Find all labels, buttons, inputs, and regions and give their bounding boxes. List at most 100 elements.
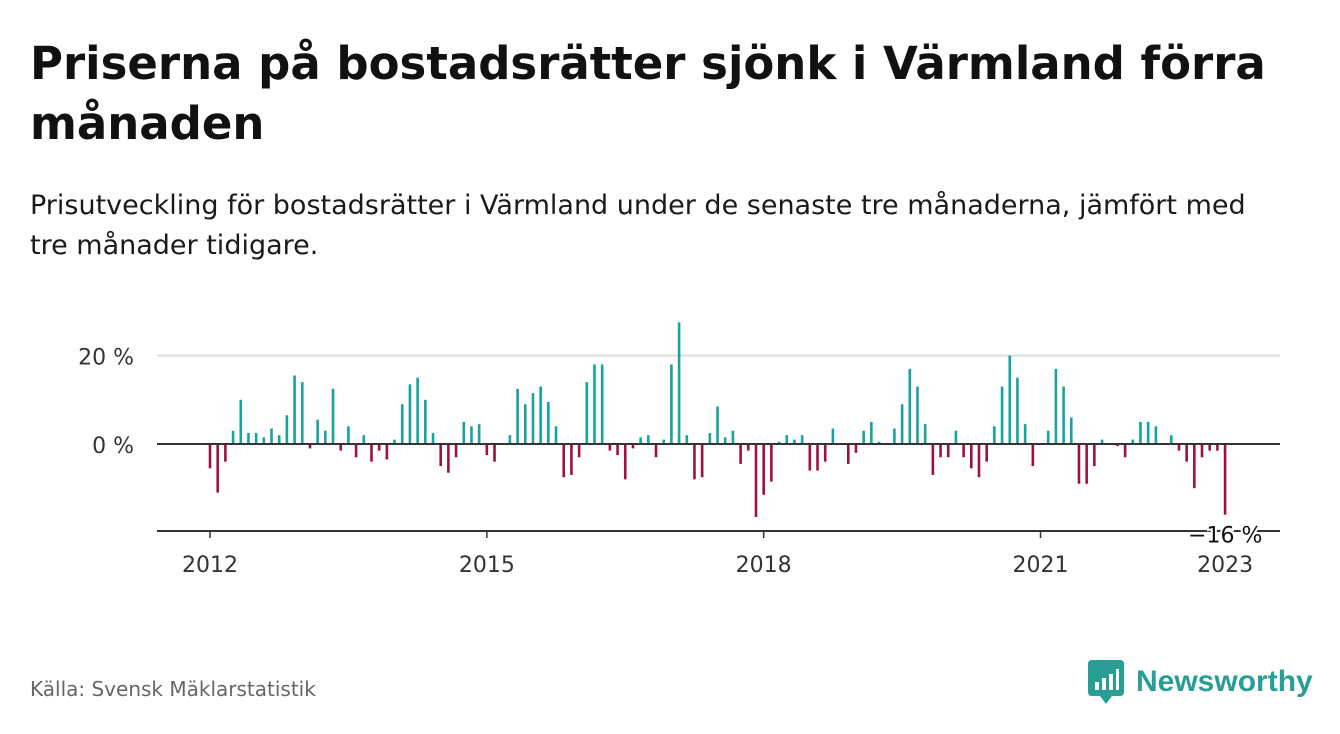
bar [670, 364, 673, 444]
bar [685, 435, 689, 444]
bar [893, 428, 896, 444]
bar [531, 393, 535, 444]
bar [693, 444, 696, 480]
bar [747, 444, 750, 451]
bar [247, 432, 250, 444]
bar [1062, 386, 1065, 444]
newsworthy-brand[interactable]: Newsworthy [1088, 660, 1313, 704]
bar [677, 322, 681, 444]
bar [347, 426, 350, 444]
bar [593, 364, 596, 444]
brand-name: Newsworthy [1136, 665, 1313, 698]
bar [916, 386, 919, 444]
bar [631, 444, 635, 449]
bar [585, 382, 589, 444]
bar [954, 430, 958, 444]
bar [1008, 355, 1012, 444]
bar [400, 404, 404, 444]
bar [1131, 439, 1135, 444]
bar [1069, 417, 1073, 444]
bar [431, 432, 435, 444]
bar [862, 430, 865, 444]
bar [808, 444, 812, 471]
bar [754, 444, 758, 517]
bar [254, 432, 258, 444]
bar [877, 441, 881, 444]
bar [554, 426, 558, 444]
bar [393, 439, 396, 444]
x-tick-label: 2018 [736, 553, 792, 578]
bar [900, 404, 904, 444]
bar [231, 430, 235, 444]
bar [285, 415, 289, 444]
axis-layer: 0 % 20 % 2012 2015 2018 2021 2023 −16 % [78, 346, 1280, 578]
bar [608, 444, 612, 451]
bar [385, 444, 389, 460]
bar [324, 430, 327, 444]
bar [1177, 444, 1181, 451]
bar [1185, 444, 1188, 462]
bar [208, 444, 212, 469]
bar [1016, 377, 1019, 444]
bar [454, 444, 458, 458]
bar [854, 444, 858, 453]
bar [923, 424, 927, 444]
chart-subtitle: Prisutveckling för bostadsrätter i Värml… [30, 190, 1246, 261]
bar [770, 444, 773, 482]
bar [439, 444, 442, 467]
bar [1216, 444, 1219, 451]
chart-title: Priserna på bostadsrätter sjönk i Värmla… [30, 37, 1266, 150]
bar [1154, 426, 1158, 444]
bar [1023, 424, 1027, 444]
bar [623, 444, 627, 480]
bar [1223, 444, 1227, 515]
bar [762, 444, 765, 495]
bar [1077, 444, 1081, 484]
bar [931, 444, 935, 475]
bar [370, 444, 373, 462]
y-tick-label: 20 % [78, 346, 134, 371]
bar [816, 444, 819, 471]
bar [493, 444, 496, 462]
bar [1169, 435, 1173, 444]
bar [647, 435, 650, 444]
bar [1031, 444, 1035, 467]
bar [662, 439, 666, 444]
bar [639, 437, 642, 444]
bar [1100, 439, 1104, 444]
y-tick-label: 0 % [92, 434, 134, 459]
x-tick-label: 2015 [459, 553, 515, 578]
last-value-annotation: −16 % [1188, 524, 1262, 549]
bar [731, 430, 735, 444]
bar [1046, 430, 1050, 444]
bar-chart-logo-icon [1088, 660, 1124, 704]
bar [831, 428, 835, 444]
bar [516, 388, 519, 444]
bar [1146, 421, 1150, 444]
bars-layer [208, 322, 1227, 517]
bar [716, 406, 719, 444]
bar [946, 444, 950, 458]
bar [470, 426, 473, 444]
bar [616, 444, 619, 456]
bar [985, 444, 988, 462]
bar [723, 437, 727, 444]
bar [447, 444, 450, 473]
bar [846, 444, 850, 464]
bar [462, 421, 466, 444]
bar [216, 444, 219, 493]
bar [700, 444, 704, 478]
source-note: Källa: Svensk Mäklarstatistik [30, 677, 316, 701]
bar [354, 444, 358, 458]
x-tick-label: 2021 [1013, 553, 1069, 578]
bar [1000, 386, 1004, 444]
bar [577, 444, 581, 458]
bar [547, 402, 550, 444]
bar [708, 432, 712, 444]
bar [316, 419, 319, 444]
bar [485, 444, 489, 456]
bar [823, 444, 827, 462]
bar [939, 444, 942, 458]
bar [1208, 444, 1211, 451]
x-tick-label: 2012 [182, 553, 238, 578]
